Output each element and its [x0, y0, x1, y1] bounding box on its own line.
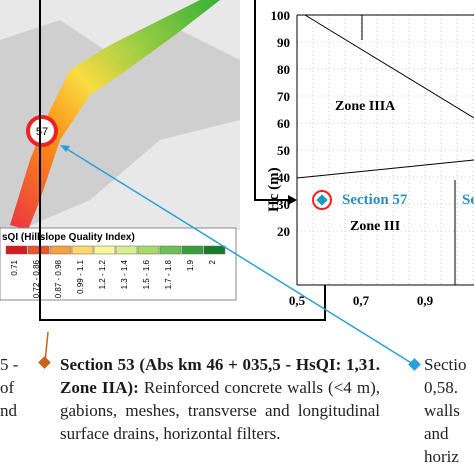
legend-swatch [49, 245, 72, 255]
y-tick-label: 60 [277, 116, 290, 131]
legend-label: 1.2 - 1.2 [98, 259, 107, 289]
caption-line: Sectio [424, 355, 467, 374]
map-shade [0, 20, 240, 230]
legend-swatch [93, 245, 116, 255]
frame-line [254, 0, 288, 201]
caption-text: Reinforced concrete walls (<4 m), gabion… [60, 378, 380, 443]
marker-label: 57 [36, 126, 48, 138]
section-label: Section 57 [342, 192, 408, 208]
caption-line: of [0, 378, 15, 397]
legend-swatch [159, 245, 182, 255]
legend-label: 1.3 - 1.4 [120, 259, 129, 289]
caption-line: nd [0, 401, 17, 420]
legend-swatch [27, 245, 50, 255]
caption-line: and [424, 424, 449, 443]
zone-line [296, 159, 474, 179]
caption-bold: Section 53 (Abs km 46 + 035,5 - HsQI: 1,… [60, 355, 380, 397]
legend-swatch [5, 245, 28, 255]
arrowhead [288, 195, 297, 205]
legend-label: 1.7 - 1.8 [164, 259, 173, 289]
connector [61, 145, 414, 365]
y-tick-label: 90 [277, 35, 290, 50]
legend-label: 0.72 - 0.86 [32, 259, 41, 298]
legend-swatch [115, 245, 138, 255]
caption-middle: Section 53 (Abs km 46 + 035,5 - HsQI: 1,… [60, 353, 380, 445]
diagram-grid [297, 14, 474, 285]
legend-title: sQI (Hillslope Quality Index) [2, 232, 135, 243]
x-ticks: 0,5 0,7 0,9 [289, 293, 434, 308]
x-tick-label: 0,5 [289, 293, 306, 308]
legend-label: 0.71 [10, 259, 19, 275]
connector-diamond [408, 358, 421, 371]
zone-label: Zone IIIA [335, 99, 396, 114]
frame-line [39, 0, 326, 321]
map-band [10, 0, 220, 230]
x-tick-label: 0,7 [353, 293, 370, 308]
x-tick-label: 0,9 [417, 293, 434, 308]
y-tick-label: 100 [271, 8, 291, 23]
legend-label: 1.9 [186, 259, 195, 271]
section-circle [312, 190, 332, 210]
legend-swatch [137, 245, 160, 255]
legend-label: 0.99 - 1.1 [76, 259, 85, 293]
legend-swatch [203, 245, 226, 255]
y-tick-label: 80 [277, 62, 290, 77]
caption-line: walls [424, 401, 460, 420]
arrowhead [60, 145, 70, 152]
zone-label: Zone III [350, 219, 400, 234]
connector [44, 331, 49, 363]
legend-label: 1.5 - 1.6 [142, 259, 151, 289]
connector-diamond [38, 356, 51, 369]
zone-line [304, 14, 474, 119]
legend-classes: 0.71 0.72 - 0.86 0.87 - 0.98 0.99 - 1.1 1.2 … [5, 245, 226, 298]
map-marker [26, 115, 58, 147]
legend-label: 2 [208, 259, 217, 264]
legend-swatch [181, 245, 204, 255]
legend-swatch [71, 245, 94, 255]
y-tick-label: 20 [277, 224, 290, 239]
section-point [316, 194, 328, 206]
y-tick-label: 40 [277, 170, 290, 185]
y-tick-label: 50 [277, 143, 290, 158]
caption-line: 0,58. [424, 378, 458, 397]
legend-label: 0.87 - 0.98 [54, 259, 63, 298]
caption-left: 5 - of nd [0, 353, 18, 422]
caption-right: Sectio 0,58. walls and horiz [424, 353, 467, 468]
caption-line: 5 - [0, 355, 19, 374]
y-tick-label: 70 [277, 89, 290, 104]
section-label: Se [462, 192, 474, 208]
caption-line: horiz [424, 447, 459, 466]
